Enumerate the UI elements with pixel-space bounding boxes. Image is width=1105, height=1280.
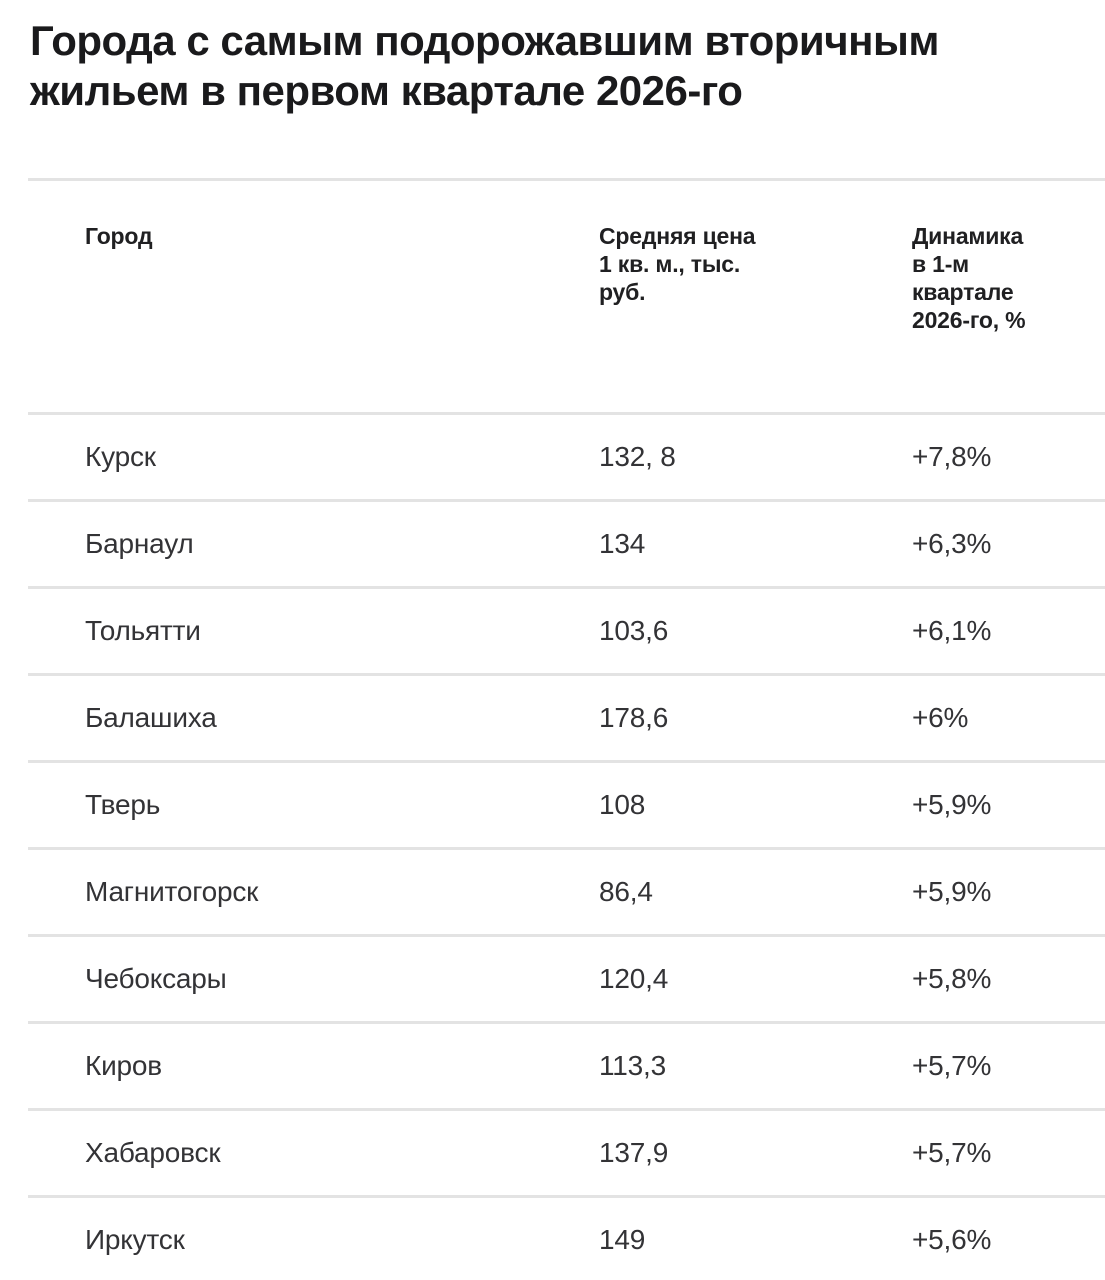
change-cell: +6,1% [912,615,992,646]
table-row: Тольятти 103,6 +6,1% [28,586,1105,673]
city-cell: Киров [85,1050,162,1081]
change-cell: +5,7% [912,1050,992,1081]
change-cell: +5,9% [912,876,992,907]
table-row: Барнаул 134 +6,3% [28,499,1105,586]
table-row: Магнитогорск 86,4 +5,9% [28,847,1105,934]
price-cell: 103,6 [599,615,669,646]
table-row: Балашиха 178,6 +6% [28,673,1105,760]
price-cell: 108 [599,789,646,820]
change-cell: +6,3% [912,528,992,559]
table-header-row: Город Средняя цена 1 кв. м., тыс. руб. Д… [28,181,1105,412]
city-cell: Балашиха [85,702,217,733]
change-cell: +6% [912,702,969,733]
city-cell: Тверь [85,789,161,820]
table-row: Иркутск 149 +5,6% [28,1195,1105,1280]
page-title-line-1: Города с самым подорожавшим вторичным [30,17,939,64]
header-city: Город [85,223,153,249]
header-change: Динамика в 1-м квартале 2026-го, % [912,223,1026,333]
city-cell: Магнитогорск [85,876,259,907]
price-cell: 86,4 [599,876,653,907]
city-cell: Курск [85,441,156,472]
city-cell: Хабаровск [85,1137,221,1168]
price-cell: 149 [599,1224,646,1255]
city-cell: Барнаул [85,528,194,559]
price-table: Город Средняя цена 1 кв. м., тыс. руб. Д… [28,178,1105,1280]
change-cell: +5,7% [912,1137,992,1168]
price-cell: 132, 8 [599,441,676,472]
page-title-line-2: жильем в первом квартале 2026-го [30,67,743,114]
city-cell: Иркутск [85,1224,185,1255]
price-cell: 137,9 [599,1137,669,1168]
price-cell: 134 [599,528,646,559]
header-price: Средняя цена 1 кв. м., тыс. руб. [599,223,756,305]
city-cell: Чебоксары [85,963,227,994]
city-cell: Тольятти [85,615,201,646]
change-cell: +5,9% [912,789,992,820]
table-row: Курск 132, 8 +7,8% [28,412,1105,499]
change-cell: +5,6% [912,1224,992,1255]
change-cell: +5,8% [912,963,992,994]
price-cell: 113,3 [599,1050,666,1081]
table-row: Тверь 108 +5,9% [28,760,1105,847]
table-row: Чебоксары 120,4 +5,8% [28,934,1105,1021]
change-cell: +7,8% [912,441,992,472]
price-cell: 178,6 [599,702,669,733]
table-row: Хабаровск 137,9 +5,7% [28,1108,1105,1195]
price-cell: 120,4 [599,963,669,994]
page-title: Города с самым подорожавшим вторичным жи… [30,16,1075,116]
table-row: Киров 113,3 +5,7% [28,1021,1105,1108]
